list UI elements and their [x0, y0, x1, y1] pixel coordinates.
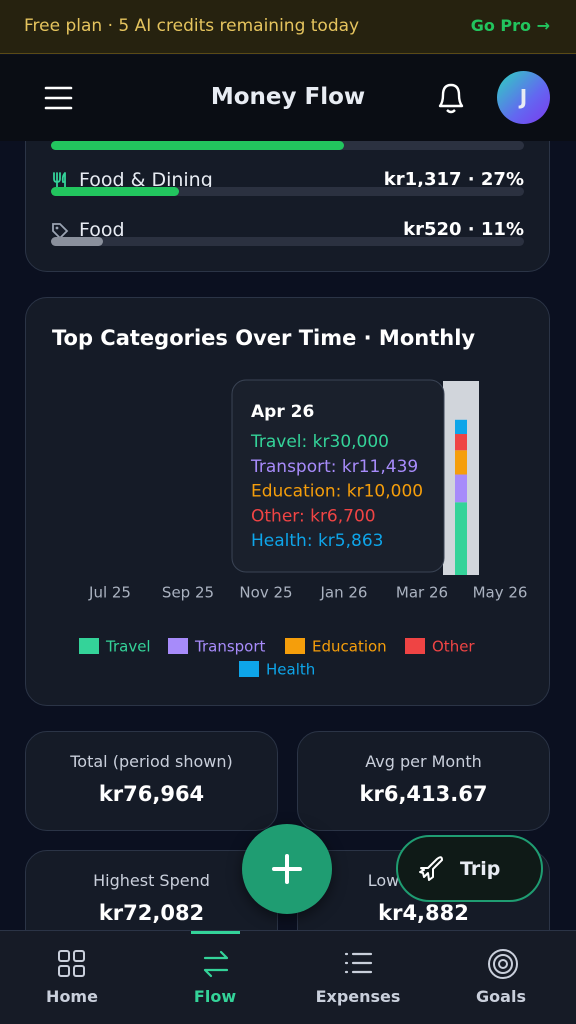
bottom-nav: Home Flow Expenses Goals [0, 930, 576, 1024]
stat-card: Avg per Month kr6,413.67 [297, 731, 550, 831]
bar-segment [455, 502, 467, 575]
chart-title: Top Categories Over Time · Monthly [52, 326, 475, 350]
active-indicator [191, 931, 240, 934]
legend-swatch [285, 638, 305, 654]
x-tick-label: Jan 26 [320, 584, 368, 602]
tag-icon [52, 223, 69, 240]
chart-card: Top Categories Over Time · Monthly Jul 2… [25, 297, 550, 706]
nav-label[interactable]: Flow [193, 987, 237, 1006]
notifications-button[interactable] [434, 80, 468, 116]
bar-segment [455, 434, 467, 451]
trip-button[interactable]: Trip [396, 835, 543, 902]
progress-track [51, 187, 524, 196]
legend-swatch [239, 661, 259, 677]
plane-icon [419, 856, 443, 881]
tooltip-line: Transport: kr11,439 [250, 457, 418, 477]
stat-card: Total (period shown) kr76,964 [25, 731, 278, 831]
legend-swatch [79, 638, 99, 654]
category-list: Food & Dining kr1,317 · 27% Food kr520 · 11… [51, 141, 524, 251]
x-tick-label: Sep 25 [162, 584, 214, 602]
nav-label[interactable]: Home [46, 987, 98, 1006]
add-button[interactable] [242, 824, 332, 914]
category-name: Food & Dining [79, 169, 213, 191]
stat-value: kr72,082 [98, 901, 205, 925]
legend-label: Travel [105, 638, 151, 656]
x-tick-label: Nov 25 [239, 584, 292, 602]
progress-bar [51, 237, 104, 246]
goals-icon [488, 949, 518, 979]
x-tick-label: Jul 25 [88, 584, 131, 602]
app-header: Money Flow J [0, 55, 576, 141]
bar-segment [455, 419, 467, 435]
stat-label: Total (period shown) [70, 752, 233, 771]
trip-label: Trip [460, 858, 501, 880]
app-title: Money Flow [210, 84, 366, 110]
stat-value: kr76,964 [98, 782, 205, 806]
plus-icon [272, 854, 302, 884]
tooltip-line: Health: kr5,863 [251, 531, 383, 551]
flow-icon [203, 950, 229, 978]
x-tick-label: May 26 [473, 584, 528, 602]
chart: Top Categories Over Time · Monthly Jul 2… [52, 326, 528, 679]
legend-label: Health [266, 661, 315, 679]
legend-swatch [405, 638, 425, 654]
legend-label: Transport [194, 638, 266, 656]
stat-label: Highest Spend [93, 871, 210, 890]
bar-segment [455, 450, 467, 475]
progress-bar [51, 187, 179, 196]
home-icon [58, 950, 85, 977]
progress-track [51, 141, 524, 150]
stat-label: Avg per Month [365, 752, 482, 771]
tooltip-line: Education: kr10,000 [251, 482, 423, 502]
tooltip-title: Apr 26 [251, 402, 314, 422]
legend-swatch [168, 638, 188, 654]
menu-button[interactable] [44, 85, 74, 111]
category-amount: kr520 · 11% [403, 219, 524, 240]
progress-track [51, 237, 524, 246]
category-name: Food [79, 219, 125, 241]
plan-banner: Free plan · 5 AI credits remaining today… [0, 0, 576, 54]
banner-text: Free plan · 5 AI credits remaining today [24, 16, 360, 36]
tooltip-box [231, 379, 445, 573]
progress-bar [51, 141, 345, 150]
x-tick-label: Mar 26 [396, 584, 448, 602]
category-amount: kr1,317 · 27% [383, 169, 524, 190]
nav-label[interactable]: Goals [476, 987, 526, 1006]
avatar[interactable]: J [497, 71, 550, 124]
nav-label[interactable]: Expenses [315, 987, 401, 1006]
fork-icon [53, 172, 66, 190]
tooltip-line: Travel: kr30,000 [250, 432, 389, 452]
stat-value: kr6,413.67 [359, 782, 488, 806]
tooltip-line: Other: kr6,700 [251, 506, 376, 526]
legend-label: Education [312, 638, 387, 656]
go-pro-link[interactable]: Go Pro → [470, 16, 550, 35]
stat-value: kr4,882 [378, 901, 469, 925]
legend-label: Other [432, 638, 475, 656]
expenses-icon [344, 952, 373, 974]
bar-segment [455, 474, 467, 503]
